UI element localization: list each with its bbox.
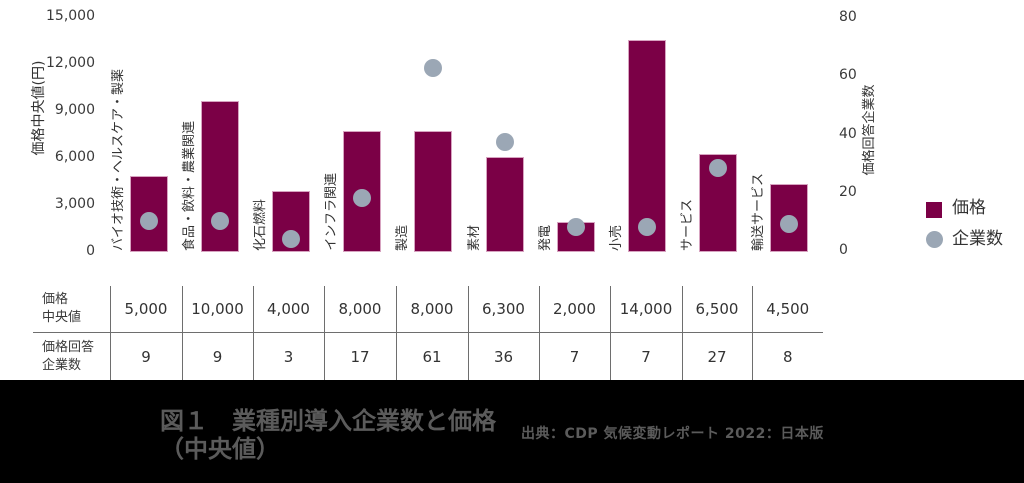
dot-company-count bbox=[353, 188, 372, 207]
row-header-line: 中央値 bbox=[42, 310, 82, 325]
caption-band: 図１ 業種別導入企業数と価格 （中央値） 出典：CDP 気候変動レポート 202… bbox=[0, 380, 1024, 483]
table-row: 価格 中央値 5,000 10,000 4,000 8,000 8,000 6,300 2,00… bbox=[33, 286, 823, 333]
table-cell: 5,000 bbox=[109, 286, 182, 333]
row-header-line: 価格回答 bbox=[42, 340, 95, 355]
figure-title: 図１ 業種別導入企業数と価格 bbox=[160, 407, 496, 435]
dot-company-count bbox=[708, 159, 727, 178]
bar-price bbox=[414, 130, 453, 252]
table-cell: 6,500 bbox=[681, 286, 752, 333]
source-note: 出典：CDP 気候変動レポート 2022：日本版 bbox=[521, 426, 824, 442]
left-axis-tick-label: 9,000 bbox=[54, 102, 95, 118]
dot-company-count bbox=[282, 230, 301, 249]
left-axis-tick-label: 15,000 bbox=[46, 8, 95, 24]
left-axis-tick-label: 3,000 bbox=[54, 196, 95, 212]
table-cell: 4,000 bbox=[252, 286, 324, 333]
table-row: 価格回答 企業数 9 9 3 17 61 36 7 7 27 8 bbox=[33, 332, 823, 382]
row-header-line: 価格 bbox=[42, 292, 69, 307]
table-cell: 9 bbox=[181, 332, 253, 381]
table-cell: 8 bbox=[751, 332, 823, 381]
table-cell: 4,500 bbox=[751, 286, 823, 333]
category-label: 発電 bbox=[537, 224, 553, 251]
table-cell: 27 bbox=[681, 332, 752, 381]
bar-price bbox=[485, 156, 524, 252]
left-axis-tick-label: 12,000 bbox=[46, 55, 95, 71]
data-table: 価格 中央値 5,000 10,000 4,000 8,000 8,000 6,300 2,00… bbox=[33, 286, 823, 381]
right-axis-tick-label: 40 bbox=[839, 125, 857, 142]
table-cell: 61 bbox=[395, 332, 468, 381]
left-axis-tick-label: 6,000 bbox=[54, 149, 95, 165]
dot-company-count bbox=[140, 212, 158, 231]
right-axis-tick-label: 20 bbox=[839, 183, 857, 200]
table-cell: 9 bbox=[109, 332, 182, 381]
dot-company-count bbox=[424, 59, 443, 78]
right-axis-tick-label: 0 bbox=[839, 242, 848, 259]
table-cell: 8,000 bbox=[395, 286, 468, 333]
table-cell: 17 bbox=[323, 332, 396, 381]
right-axis-title: 価格回答企業数 bbox=[862, 84, 877, 176]
row-header-line: 企業数 bbox=[42, 358, 82, 373]
table-cell: 3 bbox=[252, 332, 324, 381]
table-cell: 6,300 bbox=[467, 286, 539, 333]
table-cell: 36 bbox=[467, 332, 539, 381]
category-label: 小売 bbox=[608, 224, 624, 251]
dot-company-count bbox=[495, 132, 514, 151]
dot-company-count bbox=[566, 218, 585, 237]
table-cell: 7 bbox=[538, 332, 610, 381]
dot-company-count bbox=[779, 215, 798, 234]
table-cell: 8,000 bbox=[323, 286, 396, 333]
row-header: 価格 中央値 bbox=[33, 286, 110, 333]
legend-label-companies: 企業数 bbox=[952, 229, 1003, 249]
category-label: 食品・飲料・農業関連 bbox=[182, 120, 198, 251]
category-label: サービス bbox=[679, 198, 695, 251]
table-cell: 7 bbox=[609, 332, 682, 381]
row-header: 価格回答 企業数 bbox=[33, 333, 110, 382]
legend-square-icon bbox=[926, 202, 942, 218]
table-cell: 10,000 bbox=[181, 286, 253, 333]
left-axis-tick-label: 0 bbox=[86, 243, 95, 259]
bar-price bbox=[627, 40, 666, 252]
dot-company-count bbox=[637, 218, 656, 237]
figure-title-subtitle: （中央値） bbox=[160, 435, 280, 463]
category-label: インフラ関連 bbox=[324, 173, 340, 251]
legend-label-price: 価格 bbox=[952, 198, 986, 218]
bar-price bbox=[343, 130, 382, 252]
category-label: 製造 bbox=[395, 224, 411, 251]
right-axis-tick-label: 80 bbox=[839, 9, 857, 25]
left-axis-title: 価格中央値(円) bbox=[31, 60, 47, 156]
table-cell: 14,000 bbox=[609, 286, 682, 333]
category-label: バイオ技術・ヘルスケア・製薬 bbox=[111, 68, 126, 251]
category-label: 輸送サービス bbox=[750, 172, 766, 251]
dot-company-count bbox=[211, 212, 230, 231]
category-label: 化石燃料 bbox=[253, 198, 269, 251]
table-cell: 2,000 bbox=[538, 286, 610, 333]
legend-circle-icon bbox=[926, 231, 943, 248]
category-label: 素材 bbox=[466, 224, 482, 251]
right-axis-tick-label: 60 bbox=[839, 67, 857, 84]
